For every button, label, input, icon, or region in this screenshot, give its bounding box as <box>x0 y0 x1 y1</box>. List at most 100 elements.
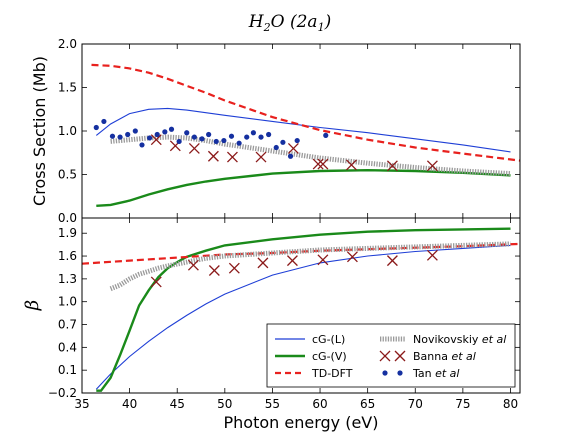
cross-section-series-tan-et-al-point <box>168 126 175 132</box>
cross-section-series-banna-et-al-point <box>312 158 324 170</box>
cross-section-series-tan-et-al-point <box>154 131 160 138</box>
beta-y-tick-label: −0.2 <box>48 386 77 400</box>
beta-series-banna-et-al-point <box>426 249 438 261</box>
beta-series-banna-et-al-point <box>228 262 240 274</box>
cross-section-series-tan-et-al-point <box>176 138 182 145</box>
legend-label-cg-l: cG-(L) <box>312 333 345 346</box>
x-tick-label: 50 <box>217 397 232 411</box>
beta-y-tick-label: 0.1 <box>58 363 77 377</box>
legend-box <box>266 323 516 388</box>
beta-y-tick-label: 1.0 <box>58 295 77 309</box>
beta-series-banna-et-al-point <box>317 254 329 266</box>
cross-section-series-tan-et-al-point <box>125 131 131 138</box>
cross-section-y-tick-label: 2.0 <box>58 37 77 51</box>
x-tick-label: 60 <box>312 397 327 411</box>
x-tick-label: 75 <box>455 397 470 411</box>
cross-section-series-tan-et-al-point <box>323 132 329 138</box>
cross-section-series-td-dft <box>91 63 520 162</box>
legend-label-banna: Banna et al <box>413 350 476 363</box>
cross-section-series-banna-et-al <box>150 134 438 172</box>
cross-section-series-tan-et-al-point <box>191 134 197 140</box>
beta-y-tick-label: 0.7 <box>58 318 77 332</box>
cross-section-series-tan-et-al-point <box>132 128 138 134</box>
cross-section-series-tan-et-al-point <box>228 133 235 139</box>
legend-label-novikovskiy: Novikovskiy et al <box>413 333 506 346</box>
x-tick-label: 55 <box>265 397 280 411</box>
cross-section-series-banna-et-al-point <box>150 134 162 146</box>
x-tick-label: 45 <box>170 397 185 411</box>
beta-series-banna-et-al-point <box>346 251 358 263</box>
beta-y-tick-label: 1.3 <box>58 272 77 286</box>
cross-section-series-tan-et-al-point <box>139 142 145 148</box>
legend-label-cg-v: cG-(V) <box>312 350 347 363</box>
legend-swatch-tan <box>382 370 403 376</box>
legend-swatch-banna <box>379 350 406 362</box>
cross-section-series-tan-et-al-point <box>294 137 300 144</box>
beta-series-banna-et-al-point <box>208 265 220 276</box>
cross-section-series-banna-et-al-point <box>346 159 357 171</box>
x-axis-label: Photon energy (eV) <box>224 413 379 432</box>
beta-series-banna-et-al-point <box>386 255 398 267</box>
beta-series-cg-l <box>95 244 511 390</box>
cross-section-series-tan-et-al-point <box>287 153 294 159</box>
cross-section-series-banna-et-al-point <box>426 160 438 172</box>
y-axis-label-cross-section: Cross Section (Mb) <box>30 56 49 206</box>
beta-series-banna-et-al-point <box>257 257 269 269</box>
x-tick-label: 65 <box>360 397 375 411</box>
cross-section-axes-frame <box>81 43 521 219</box>
cross-section-series-banna-et-al-point <box>188 142 200 154</box>
x-tick-label: 40 <box>122 397 137 411</box>
cross-section-series-tan-et-al-point <box>199 136 205 142</box>
cross-section-series-tan-et-al-point <box>213 138 219 145</box>
cross-section-series-tan-et-al-point <box>258 134 264 140</box>
beta-series-banna-et-al-point <box>286 255 298 267</box>
cross-section-series-tan-et-al-point <box>147 135 153 141</box>
cross-section-series-cg-l <box>95 107 511 153</box>
cross-section-series-tan-et-al-point <box>162 129 168 135</box>
cross-section-series-tan-et-al-point <box>244 134 250 140</box>
cross-section-series-tan-et-al-point <box>206 131 212 138</box>
cross-section-series-tan-et-al-point <box>109 133 116 139</box>
cross-section-series-cg-v <box>96 168 511 207</box>
cross-section-series-banna-et-al-point <box>317 158 329 170</box>
cross-section-y-tick-label: 1.0 <box>58 124 77 138</box>
beta-axes-frame <box>81 217 521 394</box>
chart-title: H2O (2a1) <box>248 12 331 34</box>
cross-section-panel: 0.0 0.5 1.0 1.5 2.0 Cross Section (Mb) <box>30 37 521 225</box>
cross-section-series-tan-et-al-point <box>93 124 99 131</box>
x-tick-label: 70 <box>408 397 423 411</box>
beta-panel: 35 40 45 50 55 60 65 70 75 80 −0.2 0.1 0.4 0.7 1.0 1.3 1… <box>22 217 521 411</box>
cross-section-series-novikovskiy-et-al <box>110 134 511 177</box>
cross-section-series-banna-et-al-point <box>386 160 398 172</box>
cross-section-series-tan-et-al-point <box>184 130 190 136</box>
beta-y-tick-label: 1.6 <box>58 249 77 263</box>
cross-section-series-banna-et-al-point <box>287 142 299 154</box>
cross-section-series-banna-et-al-point <box>226 151 238 163</box>
beta-series-novikovskiy-et-al <box>109 241 511 292</box>
beta-series-cg-v <box>96 227 511 392</box>
cross-section-series-tan-et-al-point <box>280 139 286 145</box>
cross-section-series-tan-et-al <box>93 118 329 159</box>
cross-section-series-tan-et-al-point <box>250 130 256 136</box>
legend-label-tan: Tan et al <box>412 367 459 380</box>
cross-section-y-tick-label: 1.5 <box>58 81 77 95</box>
cross-section-series-tan-et-al-point <box>101 118 107 125</box>
beta-series-banna-et-al-point <box>150 276 162 288</box>
cross-section-series-tan-et-al-point <box>236 140 242 146</box>
cross-section-series-banna-et-al-point <box>207 150 219 162</box>
cross-section-y-tick-label: 0.0 <box>58 211 77 225</box>
cross-section-series-tan-et-al-point <box>221 137 227 144</box>
cross-section-series-tan-et-al-point <box>273 144 279 151</box>
x-tick-label: 80 <box>503 397 518 411</box>
cross-section-series-tan-et-al-point <box>117 134 123 140</box>
beta-series-td-dft <box>82 242 520 265</box>
cross-section-series-tan-et-al-point <box>266 131 272 138</box>
beta-series-banna-et-al-point <box>187 259 199 271</box>
x-tick-label: 35 <box>74 397 89 411</box>
cross-section-series-banna-et-al-point <box>255 151 267 163</box>
beta-series-banna-et-al <box>150 249 438 288</box>
beta-y-tick-label: 1.9 <box>58 226 77 240</box>
legend-label-tddft: TD-DFT <box>311 367 353 380</box>
y-axis-label-beta: β <box>22 300 43 311</box>
